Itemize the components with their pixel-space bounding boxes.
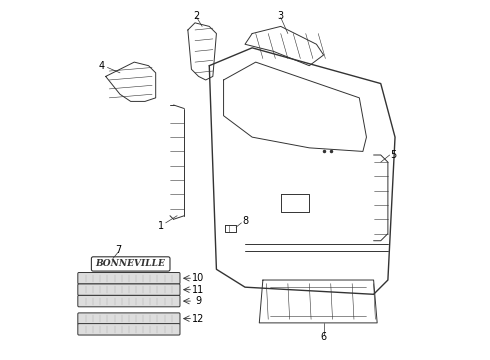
Text: 9: 9 xyxy=(196,296,201,306)
Text: 12: 12 xyxy=(193,314,205,324)
Text: 3: 3 xyxy=(278,11,284,21)
FancyBboxPatch shape xyxy=(78,296,180,307)
FancyBboxPatch shape xyxy=(78,284,180,296)
FancyBboxPatch shape xyxy=(78,273,180,284)
Text: 11: 11 xyxy=(193,285,205,295)
Text: BONNEVILLE: BONNEVILLE xyxy=(95,260,165,269)
Text: 10: 10 xyxy=(193,273,205,283)
Text: 1: 1 xyxy=(158,221,164,231)
Text: 4: 4 xyxy=(99,61,105,71)
FancyBboxPatch shape xyxy=(78,313,180,324)
Text: 6: 6 xyxy=(320,332,327,342)
Text: 7: 7 xyxy=(115,245,122,255)
Text: 8: 8 xyxy=(242,216,248,226)
FancyBboxPatch shape xyxy=(78,324,180,335)
Text: 2: 2 xyxy=(194,11,200,21)
Text: 5: 5 xyxy=(390,150,396,160)
